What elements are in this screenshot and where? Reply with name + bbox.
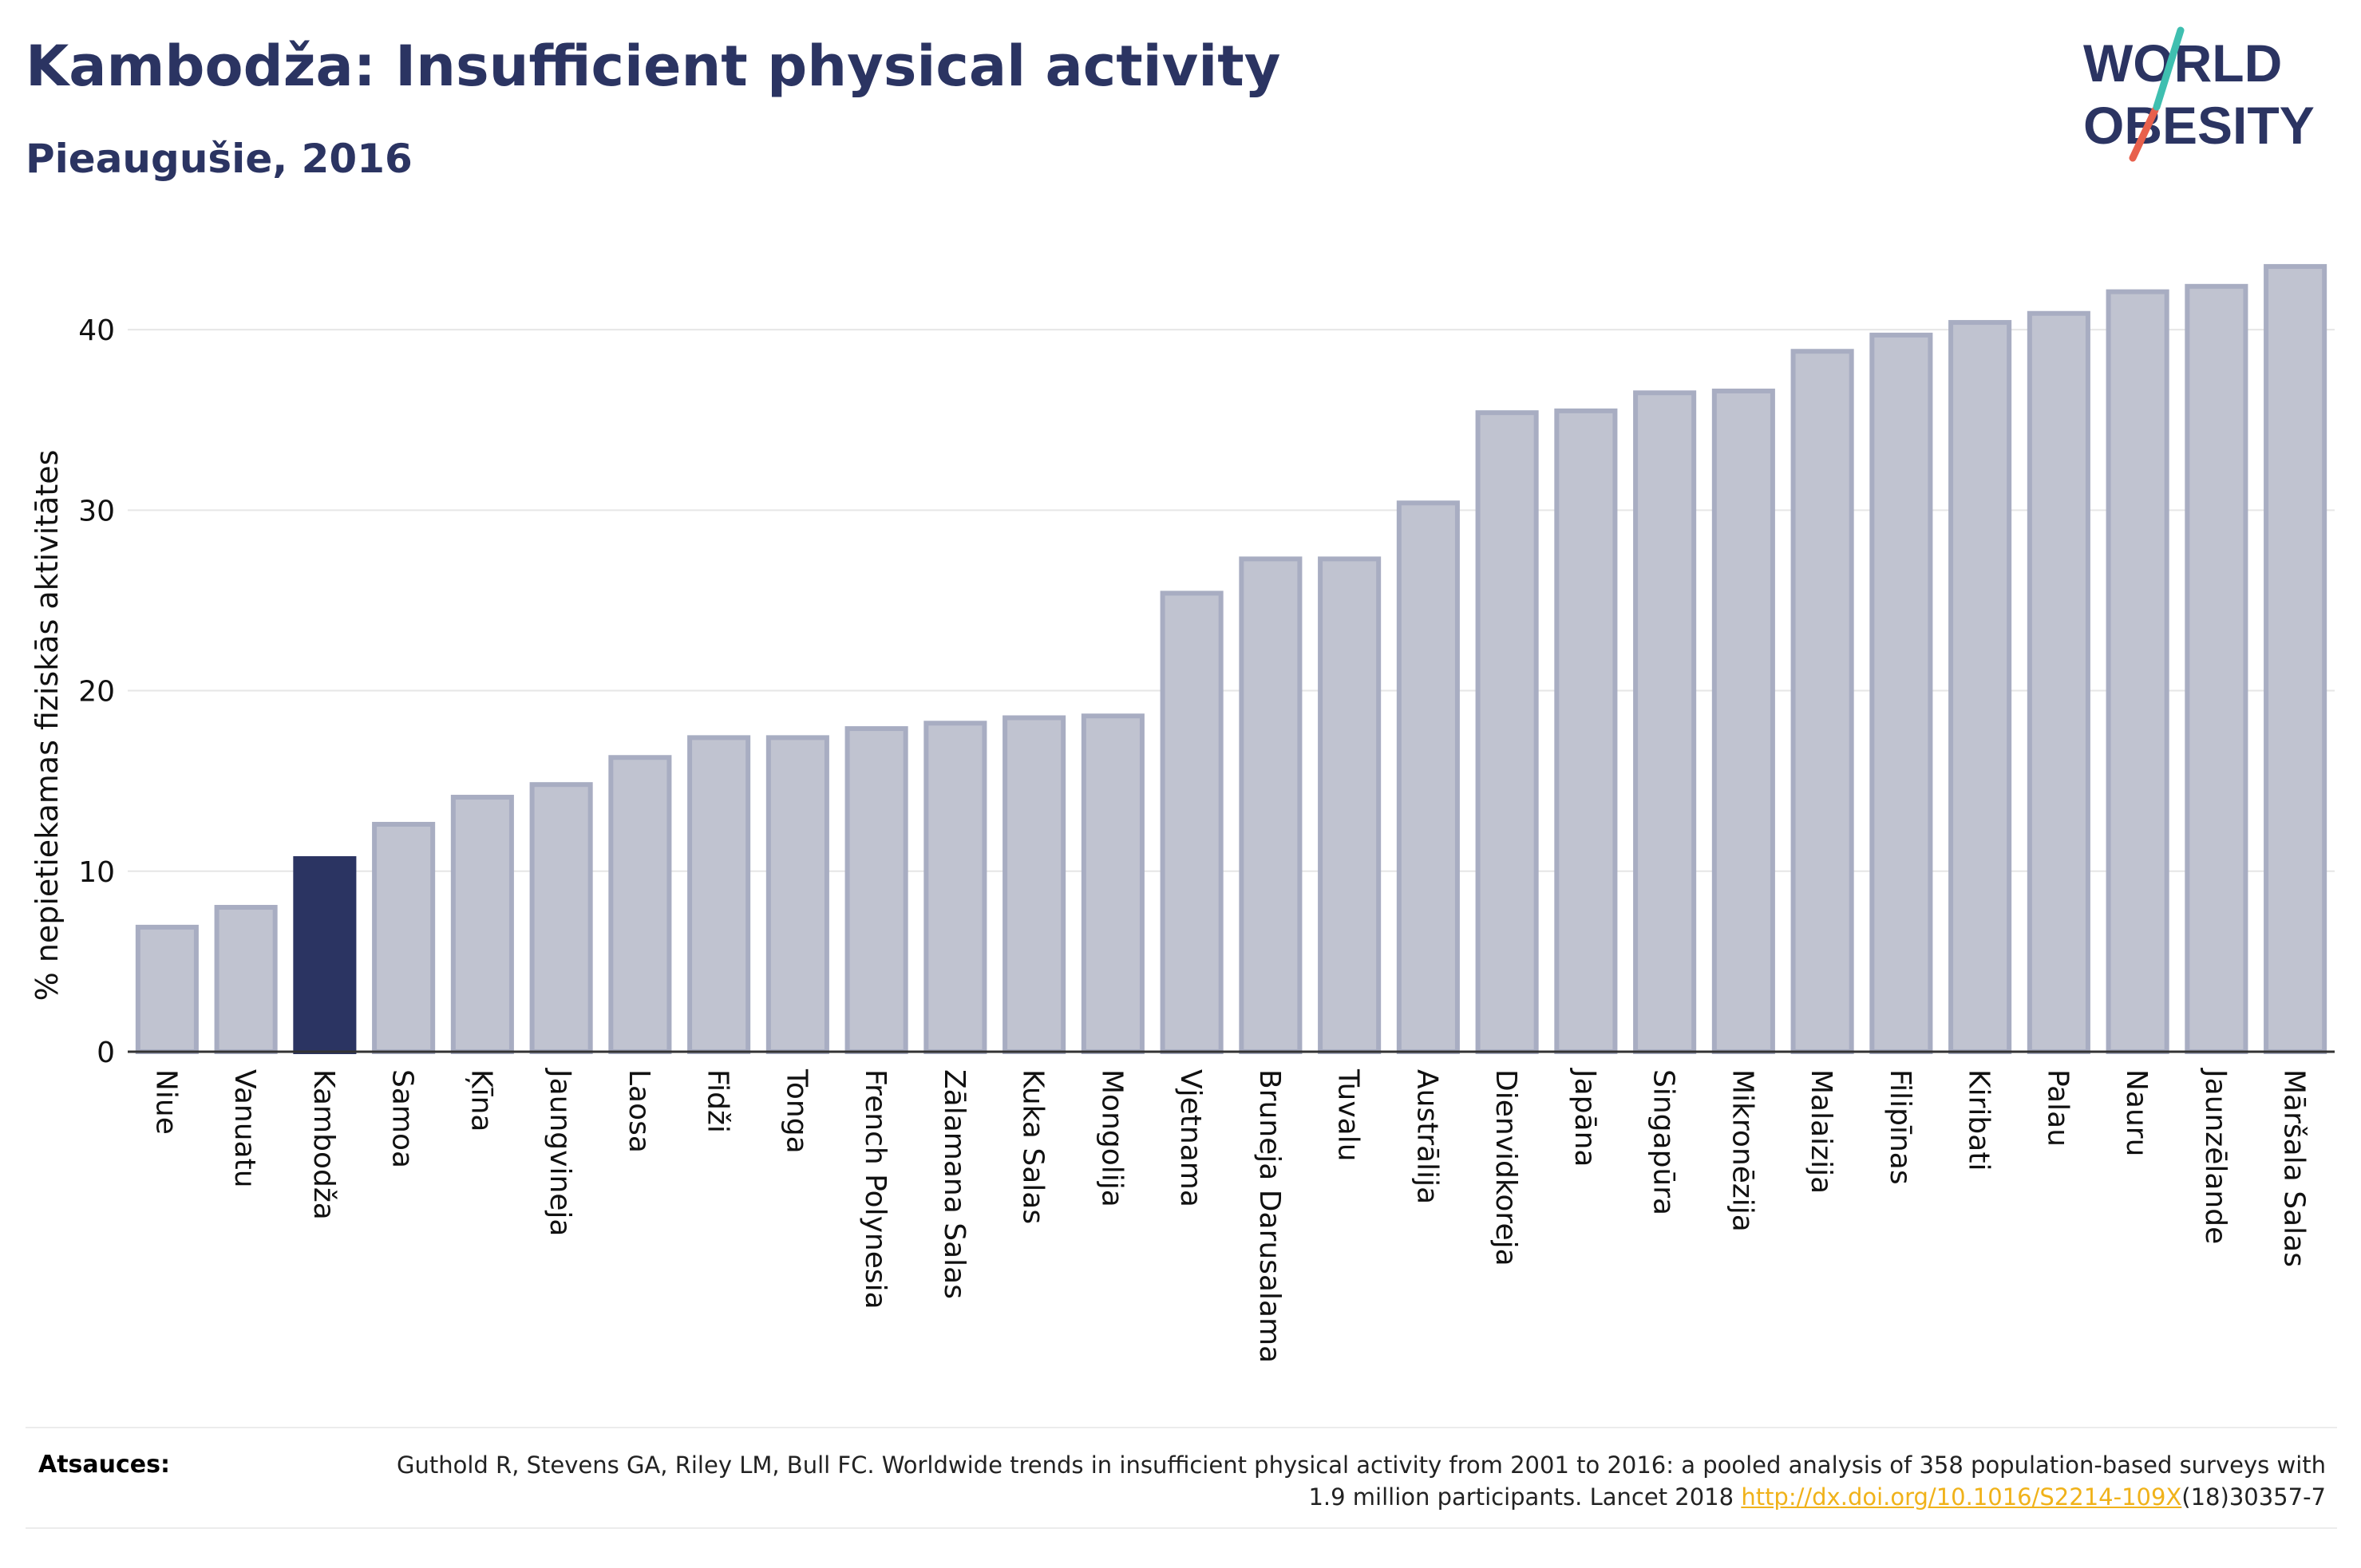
bar-vjetnama[interactable] [1160, 590, 1224, 1054]
y-axis-ticks: 0 10 20 30 40 [78, 314, 115, 1069]
x-tick-label: Samoa [386, 1069, 419, 1168]
logo-slash-red [2129, 106, 2159, 162]
logo-slash-teal [2153, 26, 2185, 111]
bar-palau[interactable] [2027, 310, 2090, 1054]
y-tick-label: 40 [78, 314, 115, 347]
bar-jaungvineja[interactable] [529, 782, 593, 1054]
bar-tonga[interactable] [765, 735, 829, 1055]
x-tick-label: Kambodža [307, 1069, 340, 1220]
bar-singapūra[interactable] [1633, 390, 1697, 1054]
chart-subtitle: Pieaugušie, 2016 [26, 136, 413, 182]
bar-kuka-salas[interactable] [1003, 715, 1066, 1054]
x-tick-label: Fidži [702, 1069, 734, 1133]
bar-kiribati[interactable] [1948, 320, 2012, 1055]
bar-bruneja-darusalama[interactable] [1239, 556, 1303, 1054]
bar-fidži[interactable] [687, 735, 751, 1055]
x-tick-label: Laosa [623, 1069, 655, 1153]
x-tick-label: Palau [2041, 1069, 2074, 1147]
x-tick-label: Vanuatu [228, 1069, 261, 1188]
doi-link[interactable]: http://dx.doi.org/10.1016/S2214-109X [1741, 1483, 2182, 1511]
y-tick-label: 10 [78, 856, 115, 889]
reference-tail: (18)30357-7 [2181, 1483, 2326, 1511]
x-tick-label: French Polynesia [859, 1069, 892, 1309]
x-tick-label: Malaizija [1805, 1069, 1837, 1194]
x-tick-label: Tonga [780, 1068, 813, 1154]
bars [135, 263, 2327, 1055]
x-tick-label: Kuka Salas [1017, 1069, 1050, 1224]
bar-vanuatu[interactable] [214, 905, 278, 1054]
x-tick-label: Jaungvineja [544, 1068, 576, 1237]
x-tick-label: Vjetnama [1174, 1069, 1207, 1207]
bar-dienvidkoreja[interactable] [1475, 410, 1539, 1054]
bar-ķīna[interactable] [450, 795, 514, 1054]
bar-filipīnas[interactable] [1869, 332, 1933, 1054]
y-tick-label: 0 [97, 1037, 115, 1069]
x-tick-label: Tuvalu [1332, 1068, 1365, 1162]
world-obesity-logo: WORLD OBESITY [2083, 26, 2315, 162]
bar-french-polynesia[interactable] [844, 726, 908, 1054]
x-tick-label: Nauru [2120, 1069, 2153, 1156]
x-tick-label: Filipīnas [1884, 1069, 1916, 1185]
bar-māršala-salas[interactable] [2264, 263, 2327, 1054]
bar-austrālija[interactable] [1396, 500, 1460, 1054]
footer: Atsauces: Guthold R, Stevens GA, Riley L… [26, 1427, 2337, 1529]
bar-kambodža[interactable] [293, 855, 357, 1055]
x-tick-label: Mikronēzija [1726, 1069, 1758, 1232]
bar-zālamana-salas[interactable] [923, 721, 987, 1055]
bar-laosa[interactable] [608, 755, 672, 1054]
chart-title: Kambodža: Insufficient physical activity [26, 34, 1281, 99]
bar-japāna[interactable] [1554, 408, 1618, 1054]
bar-nauru[interactable] [2106, 289, 2169, 1054]
bar-chart: 0 10 20 30 40 Niue Vanuatu Kambodža Samoa Ķīna Ja… [30, 263, 2335, 1363]
x-tick-label: Austrālija [1410, 1069, 1443, 1204]
reference-text: Guthold R, Stevens GA, Riley LM, Bull FC… [394, 1449, 2326, 1513]
bar-niue[interactable] [135, 924, 199, 1054]
footer-label: Atsauces: [38, 1451, 170, 1479]
x-tick-label: Niue [149, 1069, 182, 1135]
y-tick-label: 30 [78, 495, 115, 527]
x-tick-label: Kiribati [1963, 1069, 1995, 1171]
bar-samoa[interactable] [372, 821, 436, 1054]
x-tick-label: Māršala Salas [2278, 1069, 2311, 1267]
x-tick-label: Ķīna [465, 1069, 497, 1132]
y-axis-label: % nepietiekamas fiziskās aktivitātes [30, 450, 65, 1001]
logo-line1: WORLD [2083, 34, 2282, 93]
bar-jaunzēlande[interactable] [2185, 283, 2248, 1055]
bar-malaizija[interactable] [1790, 349, 1854, 1055]
bar-mikronēzija[interactable] [1711, 389, 1775, 1054]
x-axis-ticks: Niue Vanuatu Kambodža Samoa Ķīna Jaungvineja L… [149, 1068, 2310, 1363]
x-tick-label: Zālamana Salas [938, 1069, 971, 1299]
x-tick-label: Bruneja Darusalama [1253, 1069, 1286, 1363]
logo-line2: OBESITY [2083, 96, 2315, 155]
bar-mongolija[interactable] [1081, 713, 1145, 1055]
x-tick-label: Jaunzēlande [2199, 1068, 2232, 1244]
x-tick-label: Singapūra [1647, 1069, 1680, 1215]
x-tick-label: Mongolija [1095, 1069, 1128, 1207]
x-tick-label: Dienvidkoreja [1489, 1069, 1522, 1266]
reference-body: Guthold R, Stevens GA, Riley LM, Bull FC… [397, 1451, 2326, 1511]
y-tick-label: 20 [78, 676, 115, 709]
bar-tuvalu[interactable] [1318, 556, 1382, 1054]
x-tick-label: Japāna [1568, 1068, 1601, 1167]
